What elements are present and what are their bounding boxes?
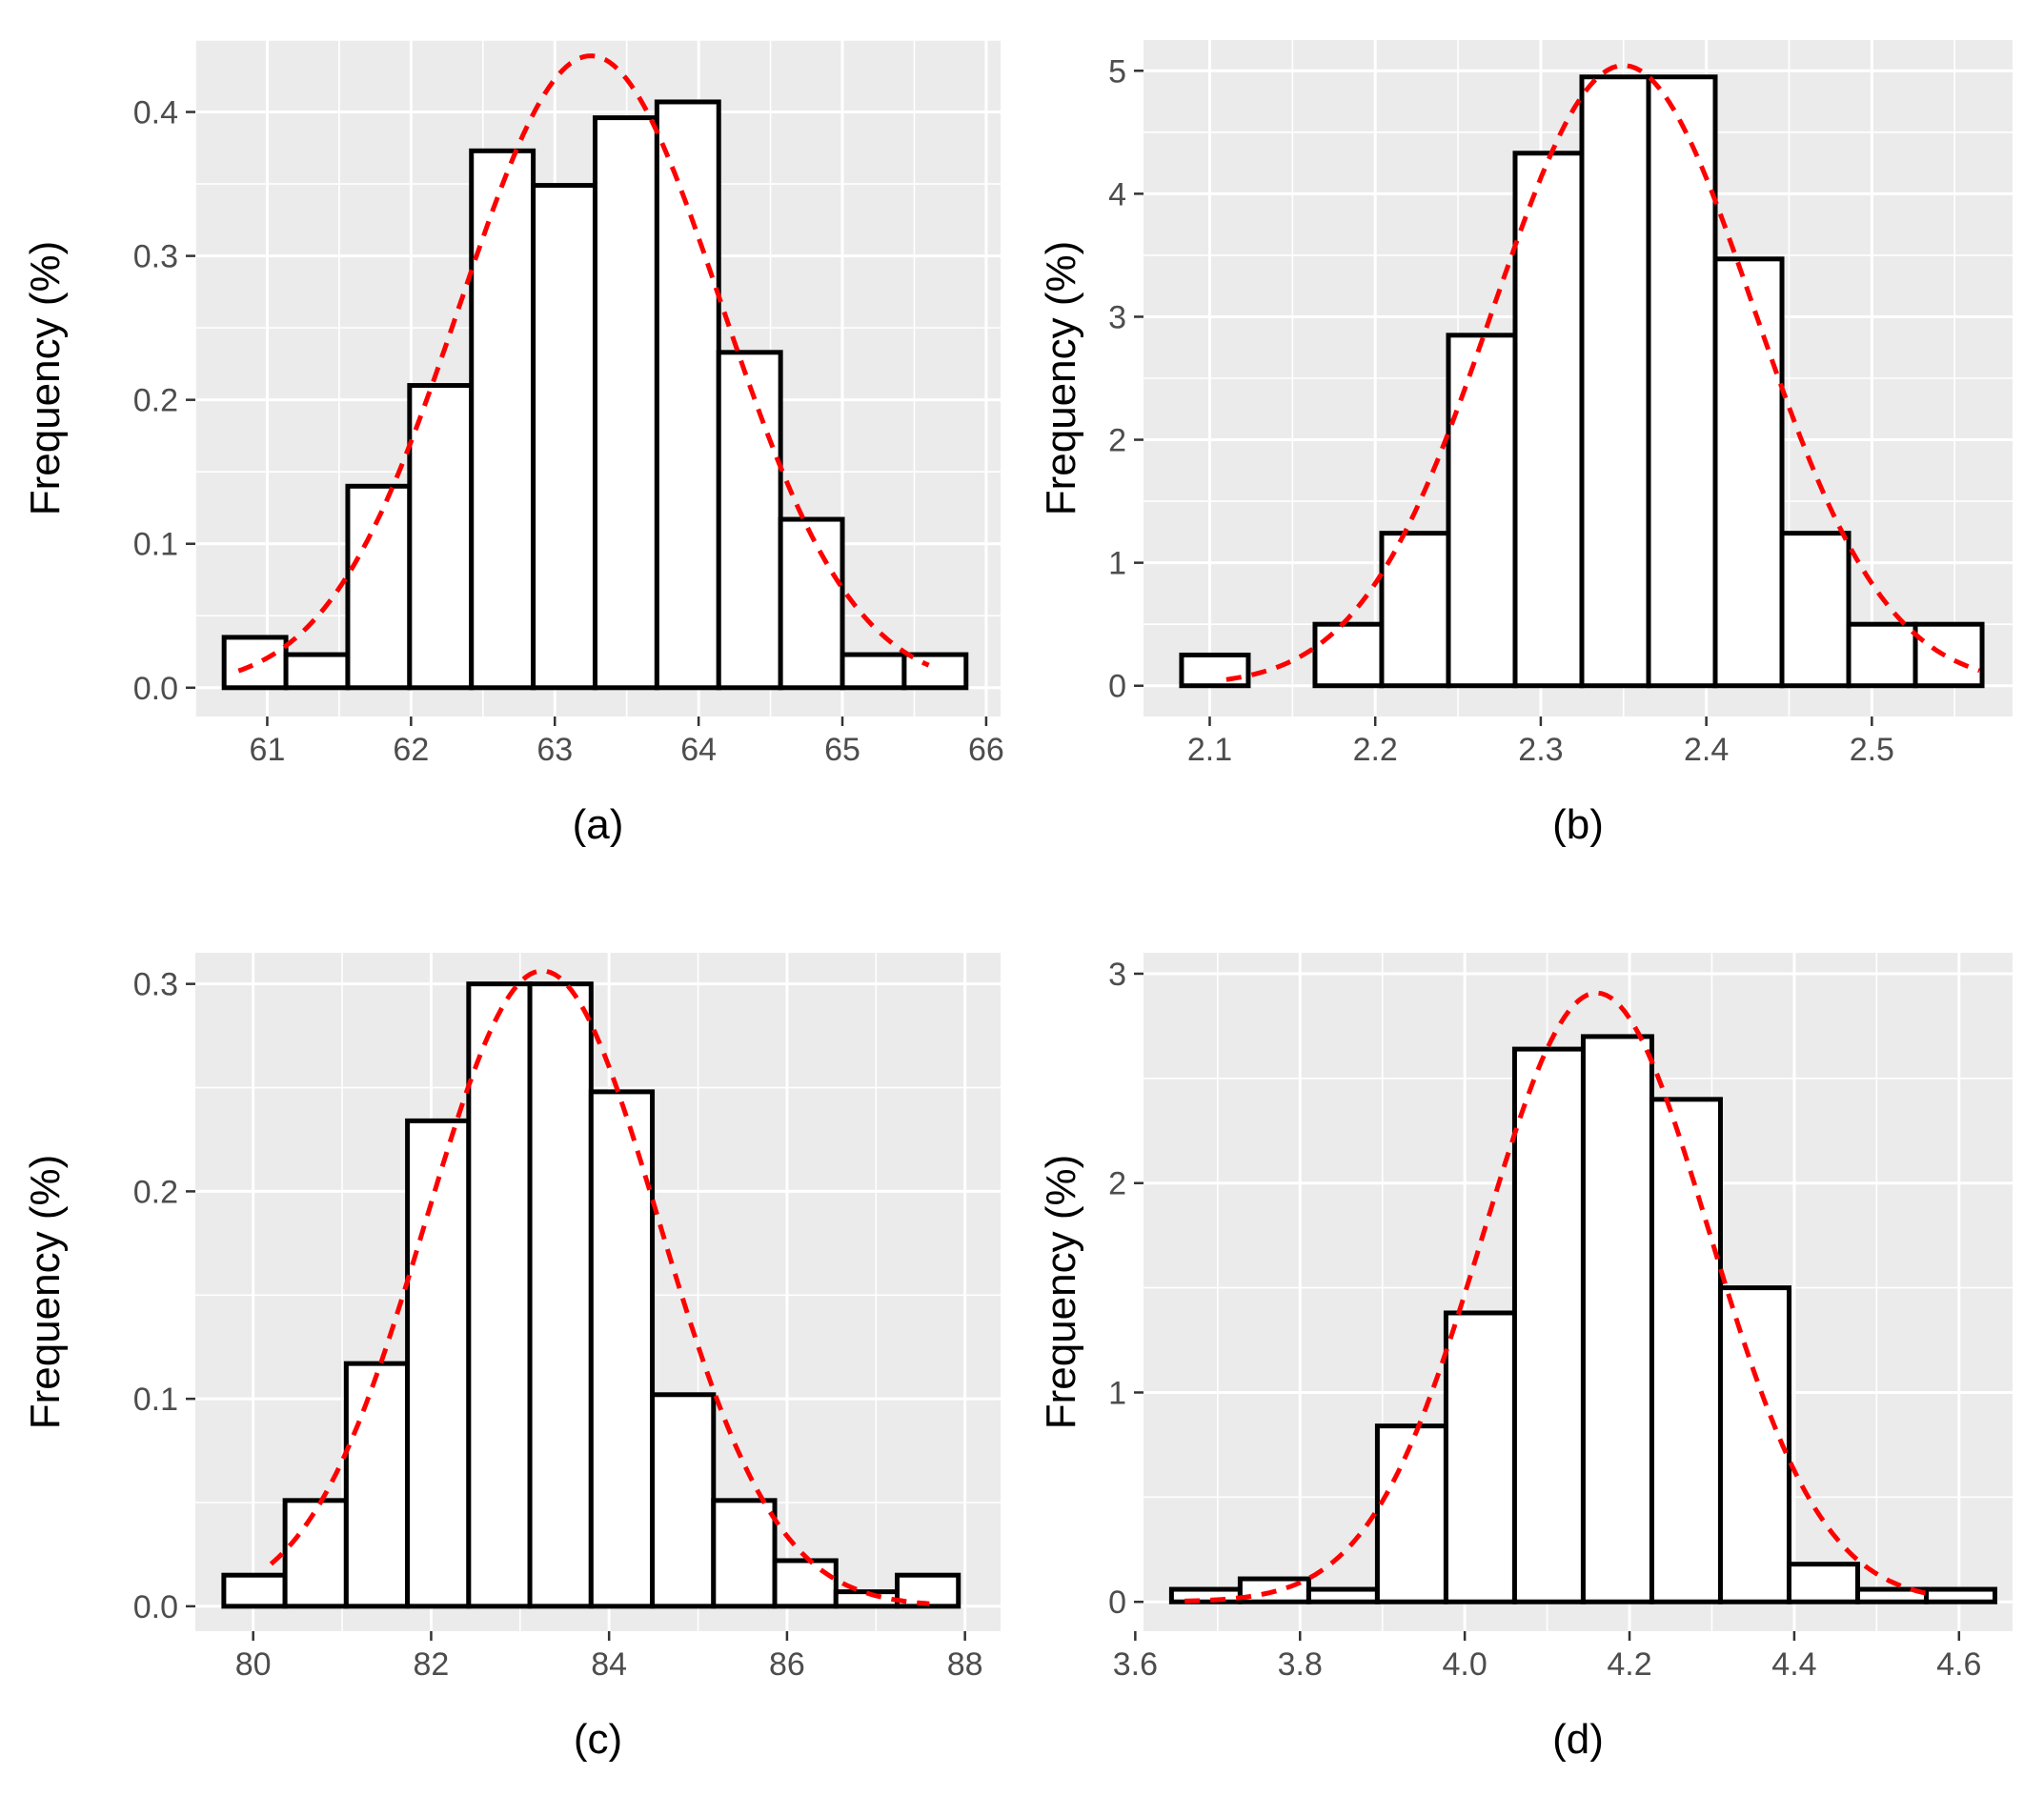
panel-caption: (b) [1552, 801, 1604, 848]
y-tick-label: 5 [1108, 53, 1126, 90]
x-tick-label: 66 [968, 732, 1004, 768]
panel-c: 80 82 84 86 88 0.0 0.1 0.2 0.3 Frequency (%) (c) [22, 953, 1001, 1763]
histogram-bar [531, 183, 597, 691]
histogram-bar [469, 148, 536, 691]
y-tick-label: 0.1 [133, 527, 178, 563]
x-tick-label: 2.2 [1353, 732, 1398, 768]
y-axis-title: Frequency (%) [1038, 241, 1084, 516]
y-tick-label: 3 [1108, 957, 1126, 993]
y-tick-label: 0.2 [133, 383, 178, 419]
y-tick-label: 0 [1108, 669, 1126, 705]
y-tick-label: 1 [1108, 1375, 1126, 1411]
histogram-bar [901, 652, 969, 691]
x-tick-label: 2.5 [1850, 732, 1894, 768]
histogram-bar [1923, 1586, 1998, 1604]
y-tick-label: 2 [1108, 1166, 1126, 1202]
histogram-bar [1168, 1586, 1243, 1604]
x-tick-label: 2.1 [1187, 732, 1232, 768]
histogram-bar [221, 1572, 288, 1609]
histogram-bar [283, 652, 351, 691]
histogram-bar [1779, 531, 1852, 689]
histogram-bar [1305, 1586, 1380, 1604]
y-tick-label: 4 [1108, 176, 1126, 212]
x-tick-label: 2.3 [1518, 732, 1563, 768]
histogram-bar [1446, 333, 1518, 689]
x-tick-label: 88 [947, 1646, 983, 1683]
x-tick-label: 4.0 [1443, 1646, 1487, 1683]
y-tick-label: 3 [1108, 299, 1126, 335]
histogram-bar [405, 1118, 472, 1609]
x-tick-label: 80 [235, 1646, 272, 1683]
x-tick-label: 65 [824, 732, 860, 768]
histogram-bar [654, 99, 721, 691]
panel-caption: (d) [1552, 1716, 1604, 1763]
histogram-bar [407, 383, 475, 691]
x-tick-label: 4.6 [1936, 1646, 1981, 1683]
panel-b: 2.1 2.2 2.3 2.4 2.5 0 1 2 3 4 5 Frequency (%) (b) [1038, 40, 2013, 848]
y-tick-label: 0.4 [133, 95, 178, 131]
y-tick-label: 0 [1108, 1584, 1126, 1621]
density-curve [237, 53, 930, 674]
histogram-bar [1717, 1285, 1791, 1604]
histogram-bar [840, 652, 907, 691]
x-tick-label: 86 [769, 1646, 805, 1683]
histogram-bar [772, 1558, 839, 1609]
histogram-bar [895, 1572, 961, 1609]
y-tick-label: 0.1 [133, 1382, 178, 1418]
panel-a: 61 62 63 64 65 66 0.0 0.1 0.2 0.3 0.4 Frequency (%)… [22, 39, 1004, 848]
x-tick-label: 4.2 [1607, 1646, 1651, 1683]
histogram-bar [711, 1498, 778, 1609]
x-tick-label: 3.6 [1113, 1646, 1158, 1683]
histogram-bar [343, 1361, 411, 1609]
histogram-bar [1846, 621, 1918, 689]
x-tick-label: 2.4 [1684, 732, 1729, 768]
density-curve [1225, 63, 1981, 682]
histogram-bar [1649, 1097, 1723, 1604]
y-tick-label: 2 [1108, 423, 1126, 459]
histogram-bar [1511, 1046, 1586, 1604]
x-tick-label: 64 [680, 732, 717, 768]
y-tick-label: 0.0 [133, 671, 178, 707]
histogram-bar [650, 1392, 717, 1609]
panel-caption: (a) [573, 801, 624, 848]
histogram-bar [282, 1498, 349, 1609]
x-tick-label: 61 [250, 732, 286, 768]
y-axis-title: Frequency (%) [1038, 1155, 1084, 1430]
x-tick-label: 4.4 [1771, 1646, 1816, 1683]
histogram-bar [221, 635, 289, 691]
y-tick-label: 0.3 [133, 967, 178, 1003]
histogram-bar [1786, 1562, 1860, 1604]
y-axis-title: Frequency (%) [22, 1155, 69, 1430]
histogram-bar [1712, 256, 1785, 689]
histogram-bar [1579, 74, 1651, 689]
y-tick-label: 1 [1108, 546, 1126, 582]
histogram-bar [588, 1089, 656, 1609]
x-tick-label: 82 [414, 1646, 450, 1683]
histogram-bar [592, 115, 659, 691]
histogram-bar [1512, 151, 1585, 689]
histogram-bar [778, 516, 845, 691]
panel-d: 3.6 3.8 4.0 4.2 4.4 4.6 0 1 2 3 Frequency (%) (d) [1038, 953, 2013, 1763]
histogram-bar [466, 981, 533, 1609]
y-tick-label: 0.2 [133, 1174, 178, 1210]
y-axis-title: Frequency (%) [22, 241, 69, 516]
y-tick-label: 0.0 [133, 1589, 178, 1625]
histogram-bar [1374, 1423, 1448, 1604]
histogram-bar [1646, 74, 1718, 689]
x-tick-label: 3.8 [1278, 1646, 1323, 1683]
histogram-bar [1580, 1034, 1654, 1604]
histogram-bar [716, 350, 783, 691]
histogram-bar [1912, 621, 1985, 689]
panel-caption: (c) [574, 1716, 622, 1763]
density-curve [1184, 990, 1927, 1604]
histogram-bar [1179, 652, 1251, 689]
x-tick-label: 63 [536, 732, 573, 768]
x-tick-label: 62 [393, 732, 429, 768]
x-tick-label: 84 [591, 1646, 627, 1683]
histogram-bar [1312, 621, 1385, 689]
histogram-bar [527, 981, 594, 1609]
y-tick-label: 0.3 [133, 239, 178, 275]
histogram-bar [1443, 1310, 1517, 1604]
